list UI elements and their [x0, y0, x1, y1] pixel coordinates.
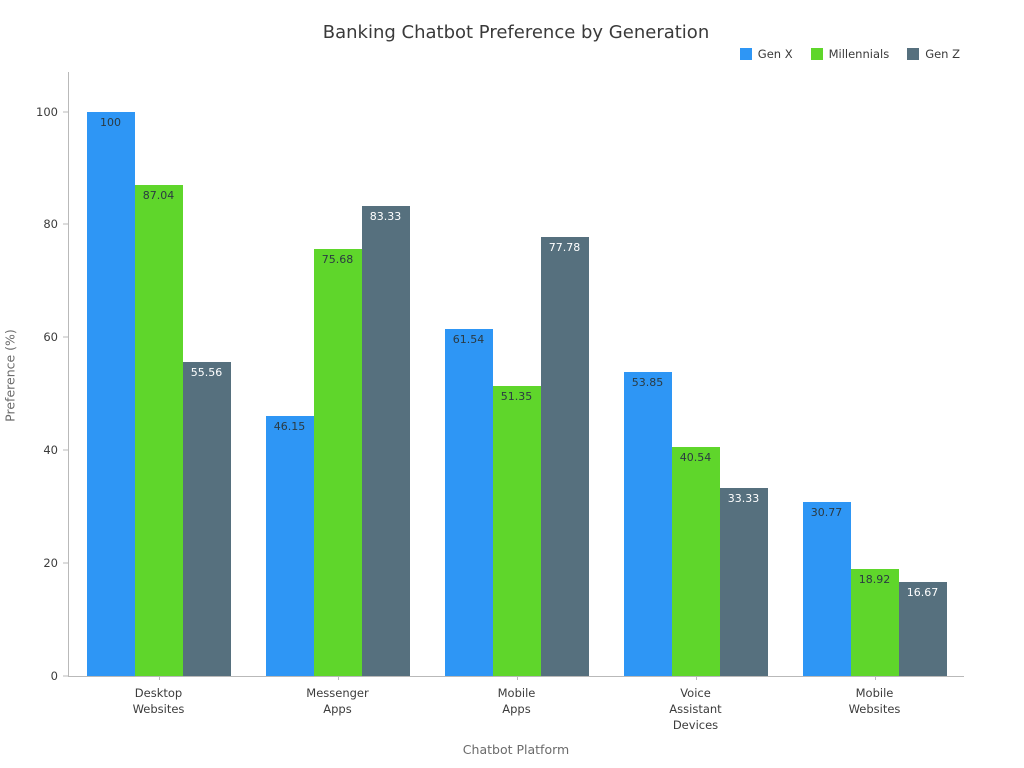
y-tick-mark — [63, 223, 68, 225]
bar-gen-z: 83.33 — [361, 205, 410, 676]
x-category-label-line: Devices — [672, 718, 719, 732]
x-category-label: Desktop Websites — [49, 685, 268, 717]
x-category-label-line: Mobile — [497, 686, 536, 700]
bar-millennials: 18.92 — [850, 569, 899, 676]
x-tick-mark — [874, 676, 876, 680]
y-tick-mark — [63, 449, 68, 451]
bar-value-label: 46.15 — [273, 419, 306, 433]
x-category-label: Mobile Apps — [407, 685, 626, 717]
bar-value-label: 87.04 — [142, 188, 175, 202]
bar-gen-z: 77.78 — [540, 236, 589, 676]
bar-value-label: 100 — [100, 115, 121, 129]
bar-group: 46.15 75.68 83.33 Messenger Apps — [248, 72, 427, 716]
plot-area: 100 87.04 55.56 Desktop Websites 46.15 75.68 83… — [36, 72, 964, 732]
bar-millennials: 87.04 — [134, 184, 183, 676]
chart-title: Banking Chatbot Preference by Generation — [322, 22, 710, 43]
y-tick-mark — [63, 675, 68, 677]
x-category-label: Voice Assistant Devices — [586, 685, 805, 733]
bar-gen-x: 61.54 — [444, 328, 493, 676]
y-tick-label: 100 — [36, 104, 58, 119]
x-category-label-line: Voice — [680, 686, 711, 700]
y-tick-label: 60 — [43, 330, 58, 345]
bar-gen-x: 53.85 — [623, 372, 672, 676]
legend-swatch — [810, 48, 823, 60]
bar-gen-z: 16.67 — [898, 581, 947, 676]
y-tick-label: 0 — [50, 669, 58, 683]
legend-item: Millennials — [810, 47, 890, 61]
bar-value-label: 51.35 — [500, 390, 533, 404]
bar-gen-z: 33.33 — [719, 487, 768, 676]
legend-label: Millennials — [828, 47, 890, 61]
x-category-label-line: Assistant — [669, 702, 722, 716]
y-tick-label: 80 — [43, 217, 58, 232]
y-tick-mark — [63, 111, 68, 113]
legend-swatch — [907, 48, 920, 60]
bar-value-label: 53.85 — [631, 376, 664, 390]
x-category-label-line: Desktop — [134, 686, 183, 700]
legend-swatch — [739, 48, 752, 60]
legend-label: Gen X — [757, 47, 793, 61]
y-tick-label: 40 — [43, 443, 58, 458]
bar-group: 61.54 51.35 77.78 Mobile Apps — [427, 72, 606, 716]
x-category-label-line: Mobile — [855, 686, 894, 700]
bar-gen-x: 100 — [86, 111, 135, 676]
x-tick-mark — [695, 676, 697, 680]
bar-millennials: 51.35 — [492, 386, 541, 676]
bar-gen-x: 46.15 — [265, 415, 314, 676]
x-tick-mark — [158, 676, 160, 680]
x-category-label-line: Websites — [848, 702, 901, 716]
legend-item: Gen X — [739, 47, 793, 61]
y-axis-title: Preference (%) — [2, 329, 18, 422]
bar-value-label: 75.68 — [321, 252, 354, 266]
bar-group: 30.77 18.92 16.67 Mobile Websites — [785, 72, 964, 716]
bar-value-label: 40.54 — [679, 451, 712, 465]
bar-value-label: 77.78 — [548, 240, 581, 254]
bar-millennials: 40.54 — [671, 447, 720, 676]
legend-item: Gen Z — [907, 47, 960, 61]
bar-value-label: 55.56 — [190, 366, 223, 380]
bar-value-label: 18.92 — [858, 573, 891, 587]
x-tick-mark — [516, 676, 518, 680]
x-category-label-line: Apps — [323, 702, 352, 716]
y-tick-label: 20 — [43, 556, 58, 571]
legend: Gen X Millennials Gen Z — [739, 47, 960, 61]
legend-label: Gen Z — [925, 47, 960, 61]
y-tick-mark — [63, 336, 68, 338]
bar-value-label: 16.67 — [906, 585, 939, 599]
x-category-label-line: Apps — [502, 702, 531, 716]
x-category-label-line: Messenger — [306, 686, 369, 700]
bar-group: 100 87.04 55.56 Desktop Websites — [69, 72, 248, 716]
x-tick-mark — [337, 676, 339, 680]
x-category-label-line: Websites — [132, 702, 185, 716]
bar-millennials: 75.68 — [313, 248, 362, 676]
bar-gen-z: 55.56 — [182, 362, 231, 676]
bar-value-label: 30.77 — [810, 506, 843, 520]
y-tick-mark — [63, 562, 68, 564]
bar-value-label: 61.54 — [452, 332, 485, 346]
bar-group: 53.85 40.54 33.33 Voice Assistant Devices — [606, 72, 785, 732]
bar-value-label: 33.33 — [727, 491, 760, 505]
x-axis-title: Chatbot Platform — [462, 742, 570, 757]
bars-container: 100 87.04 55.56 Desktop Websites 46.15 75.68 83… — [69, 72, 964, 732]
bar-gen-x: 30.77 — [802, 502, 851, 676]
x-category-label: Messenger Apps — [228, 685, 447, 717]
bar-value-label: 83.33 — [369, 209, 402, 223]
x-category-label: Mobile Websites — [765, 685, 984, 717]
